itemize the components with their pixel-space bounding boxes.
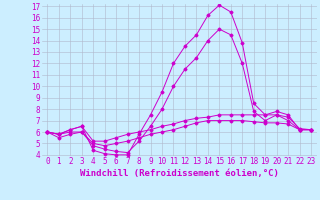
X-axis label: Windchill (Refroidissement éolien,°C): Windchill (Refroidissement éolien,°C) <box>80 169 279 178</box>
